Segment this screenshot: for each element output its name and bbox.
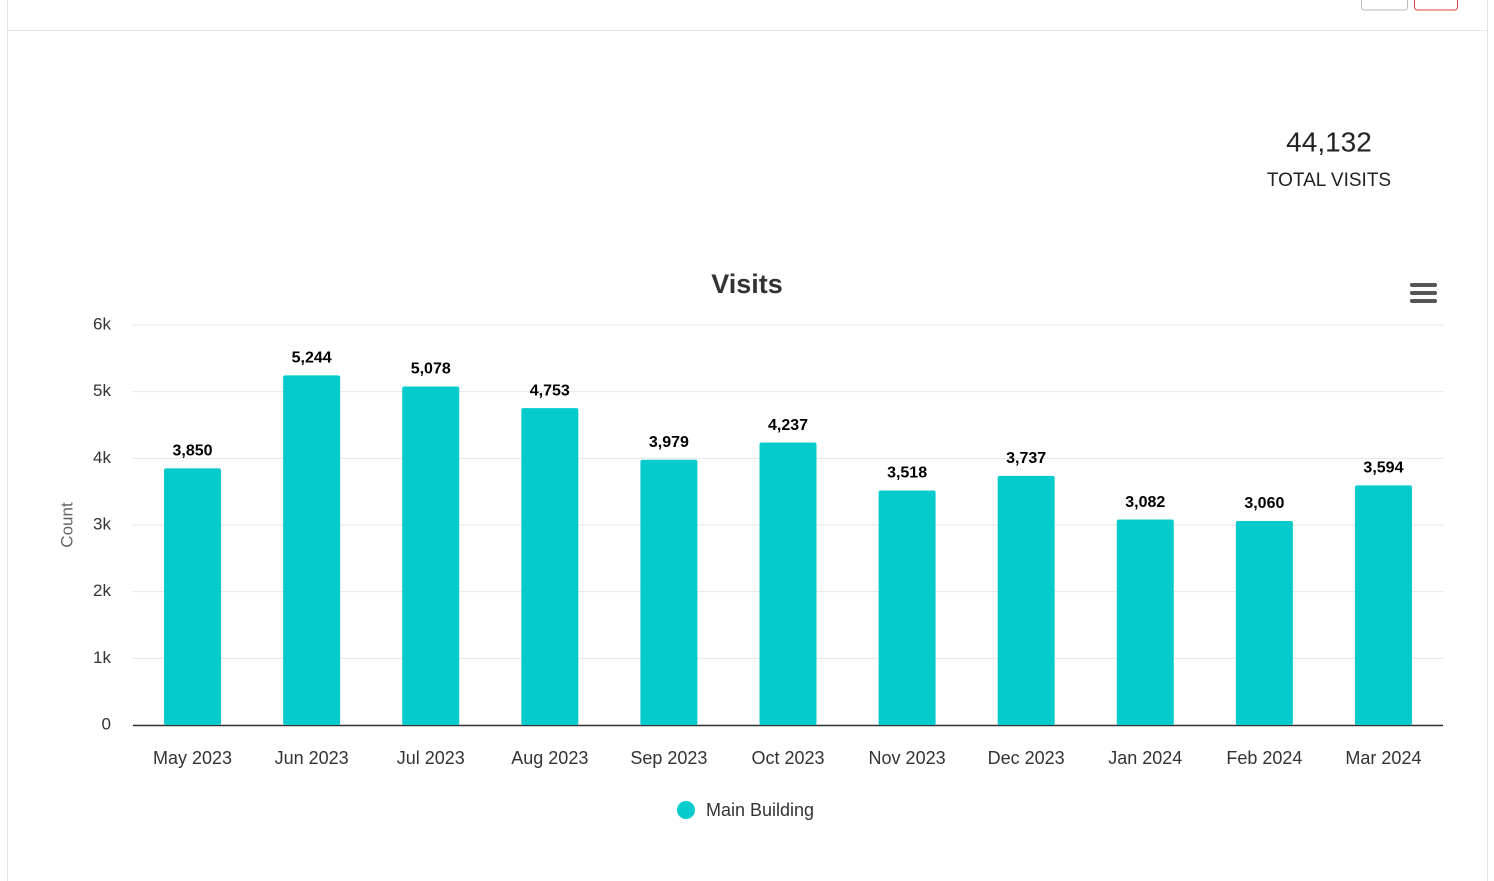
data-label: 3,737	[1006, 450, 1046, 467]
y-tick-label: 0	[102, 714, 111, 733]
legend-marker	[677, 801, 695, 819]
bar	[164, 468, 222, 725]
data-label: 3,850	[173, 443, 213, 460]
data-label: 3,060	[1244, 495, 1284, 512]
bar	[640, 459, 698, 725]
y-tick-label: 5k	[93, 381, 111, 400]
x-tick-label: Jan 2024	[1108, 748, 1182, 768]
data-label: 3,518	[887, 465, 927, 482]
x-tick-label: Oct 2023	[751, 748, 824, 768]
total-value: 44,132	[1286, 126, 1372, 157]
y-tick-label: 4k	[93, 448, 111, 467]
data-label: 4,237	[768, 417, 808, 434]
bar	[1116, 519, 1174, 725]
bar	[878, 490, 936, 725]
data-label: 4,753	[530, 382, 570, 399]
x-tick-label: Nov 2023	[869, 748, 946, 768]
y-tick-label: 6k	[93, 314, 111, 333]
menu-line	[1410, 299, 1437, 303]
x-tick-label: May 2023	[153, 748, 232, 768]
y-tick-label: 3k	[93, 514, 111, 533]
y-tick-label: 1k	[93, 648, 111, 667]
card	[7, 0, 1488, 881]
x-tick-label: Dec 2023	[988, 748, 1065, 768]
menu-line	[1410, 283, 1437, 287]
bar	[1354, 485, 1412, 725]
data-label: 3,594	[1363, 460, 1403, 477]
bar	[759, 442, 817, 725]
y-tick-label: 2k	[93, 581, 111, 600]
chart-title: Visits	[711, 269, 783, 299]
total-label: TOTAL VISITS	[1267, 170, 1391, 191]
data-label: 5,078	[411, 361, 451, 378]
bar	[997, 475, 1055, 725]
x-tick-label: Aug 2023	[511, 748, 588, 768]
data-label: 3,979	[649, 434, 689, 451]
x-tick-label: Jul 2023	[397, 748, 465, 768]
bar	[283, 375, 341, 725]
bar	[402, 386, 460, 725]
menu-line	[1410, 291, 1437, 295]
x-tick-label: Sep 2023	[630, 748, 707, 768]
bar	[1235, 521, 1293, 725]
legend-label: Main Building	[706, 800, 814, 820]
button[interactable]	[1414, 0, 1458, 11]
button[interactable]	[1361, 0, 1408, 11]
x-tick-label: Jun 2023	[275, 748, 349, 768]
data-label: 3,082	[1125, 494, 1165, 511]
bar	[521, 408, 579, 725]
y-axis-title: Count	[57, 502, 76, 548]
menu-icon[interactable]	[1410, 283, 1437, 303]
data-label: 5,244	[292, 350, 332, 367]
x-tick-label: Mar 2024	[1345, 748, 1421, 768]
x-tick-label: Feb 2024	[1226, 748, 1302, 768]
